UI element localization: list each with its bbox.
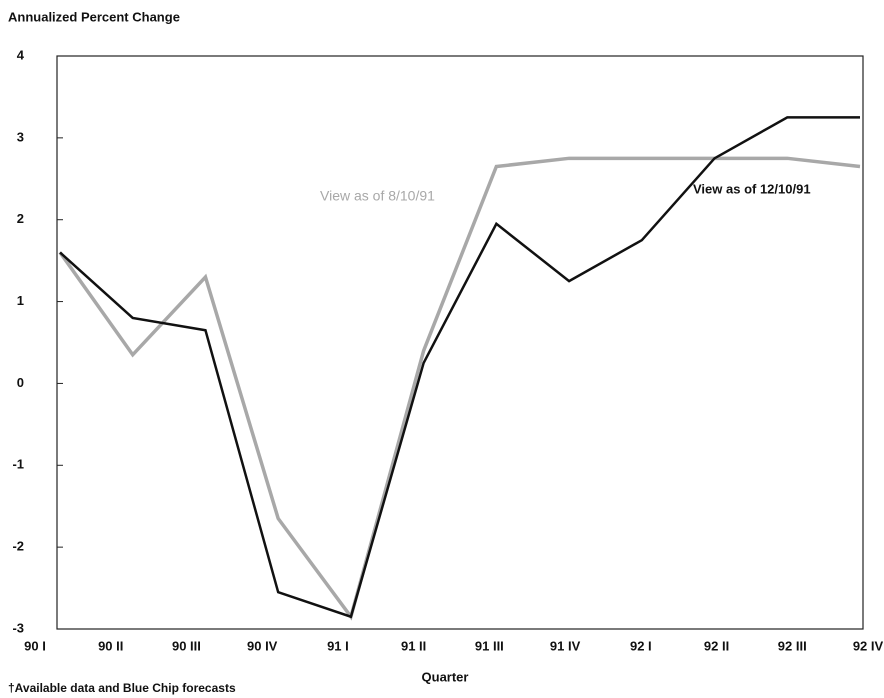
x-tick-label: 91 I — [327, 638, 349, 653]
series-label: View as of 12/10/91 — [693, 181, 811, 196]
y-tick-label: 1 — [17, 293, 24, 308]
y-tick-label: -2 — [12, 539, 24, 554]
x-tick-label: 90 III — [172, 638, 201, 653]
x-tick-label: 92 III — [778, 638, 807, 653]
y-tick-label: -1 — [12, 457, 24, 472]
y-axis-title: Annualized Percent Change — [8, 9, 180, 24]
x-tick-label: 90 IV — [247, 638, 278, 653]
y-tick-label: 3 — [17, 129, 24, 144]
x-tick-label: 91 III — [475, 638, 504, 653]
x-axis-title: Quarter — [422, 669, 469, 684]
y-tick-label: -3 — [12, 620, 24, 635]
x-tick-label: 91 IV — [550, 638, 581, 653]
x-tick-label: 90 II — [98, 638, 123, 653]
y-tick-label: 2 — [17, 211, 24, 226]
series-line — [58, 156, 861, 621]
footnote: †Available data and Blue Chip forecasts — [8, 681, 236, 695]
x-tick-label: 92 I — [630, 638, 652, 653]
plot-frame — [56, 55, 864, 630]
series-label: View as of 8/10/91 — [320, 188, 435, 204]
x-tick-label: 91 II — [401, 638, 426, 653]
x-tick-label: 92 II — [704, 638, 729, 653]
x-tick-label: 90 I — [24, 638, 46, 653]
x-tick-label: 92 IV — [853, 638, 884, 653]
y-tick-label: 4 — [17, 47, 25, 62]
series-line — [59, 116, 860, 619]
y-tick-label: 0 — [17, 375, 24, 390]
